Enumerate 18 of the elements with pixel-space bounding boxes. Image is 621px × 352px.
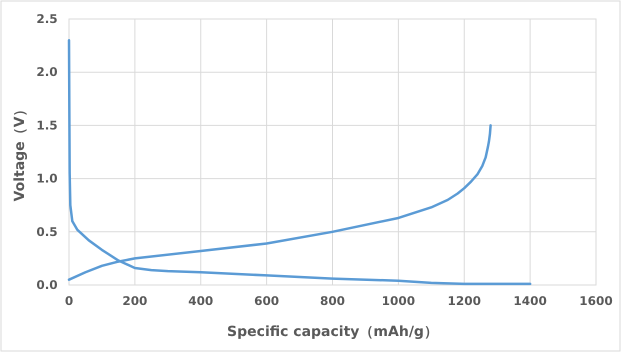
x-tick-label: 200 [122, 294, 148, 308]
y-tick-label: 2.5 [36, 12, 58, 26]
y-tick-label: 2.0 [36, 65, 58, 80]
y-tick-label: 0.5 [36, 224, 58, 239]
line-series [68, 39, 532, 286]
x-tick-label: 1600 [579, 294, 613, 308]
x-tick-label: 600 [254, 294, 280, 308]
y-axis-title: Voltage（V） [12, 102, 28, 202]
x-tick-label: 800 [320, 294, 346, 308]
y-tick-label: 1.0 [36, 172, 58, 186]
y-tick-label: 0.0 [36, 278, 58, 292]
x-tick-label: 1000 [382, 294, 416, 308]
x-tick-label: 1400 [513, 294, 547, 308]
x-tick-label: 1200 [448, 294, 481, 308]
x-axis-title: Specific capacity（mAh/g） [227, 324, 438, 340]
x-tick-label: 0 [64, 294, 74, 308]
x-tick-label: 400 [188, 294, 214, 308]
y-tick-label: 1.5 [36, 118, 58, 132]
